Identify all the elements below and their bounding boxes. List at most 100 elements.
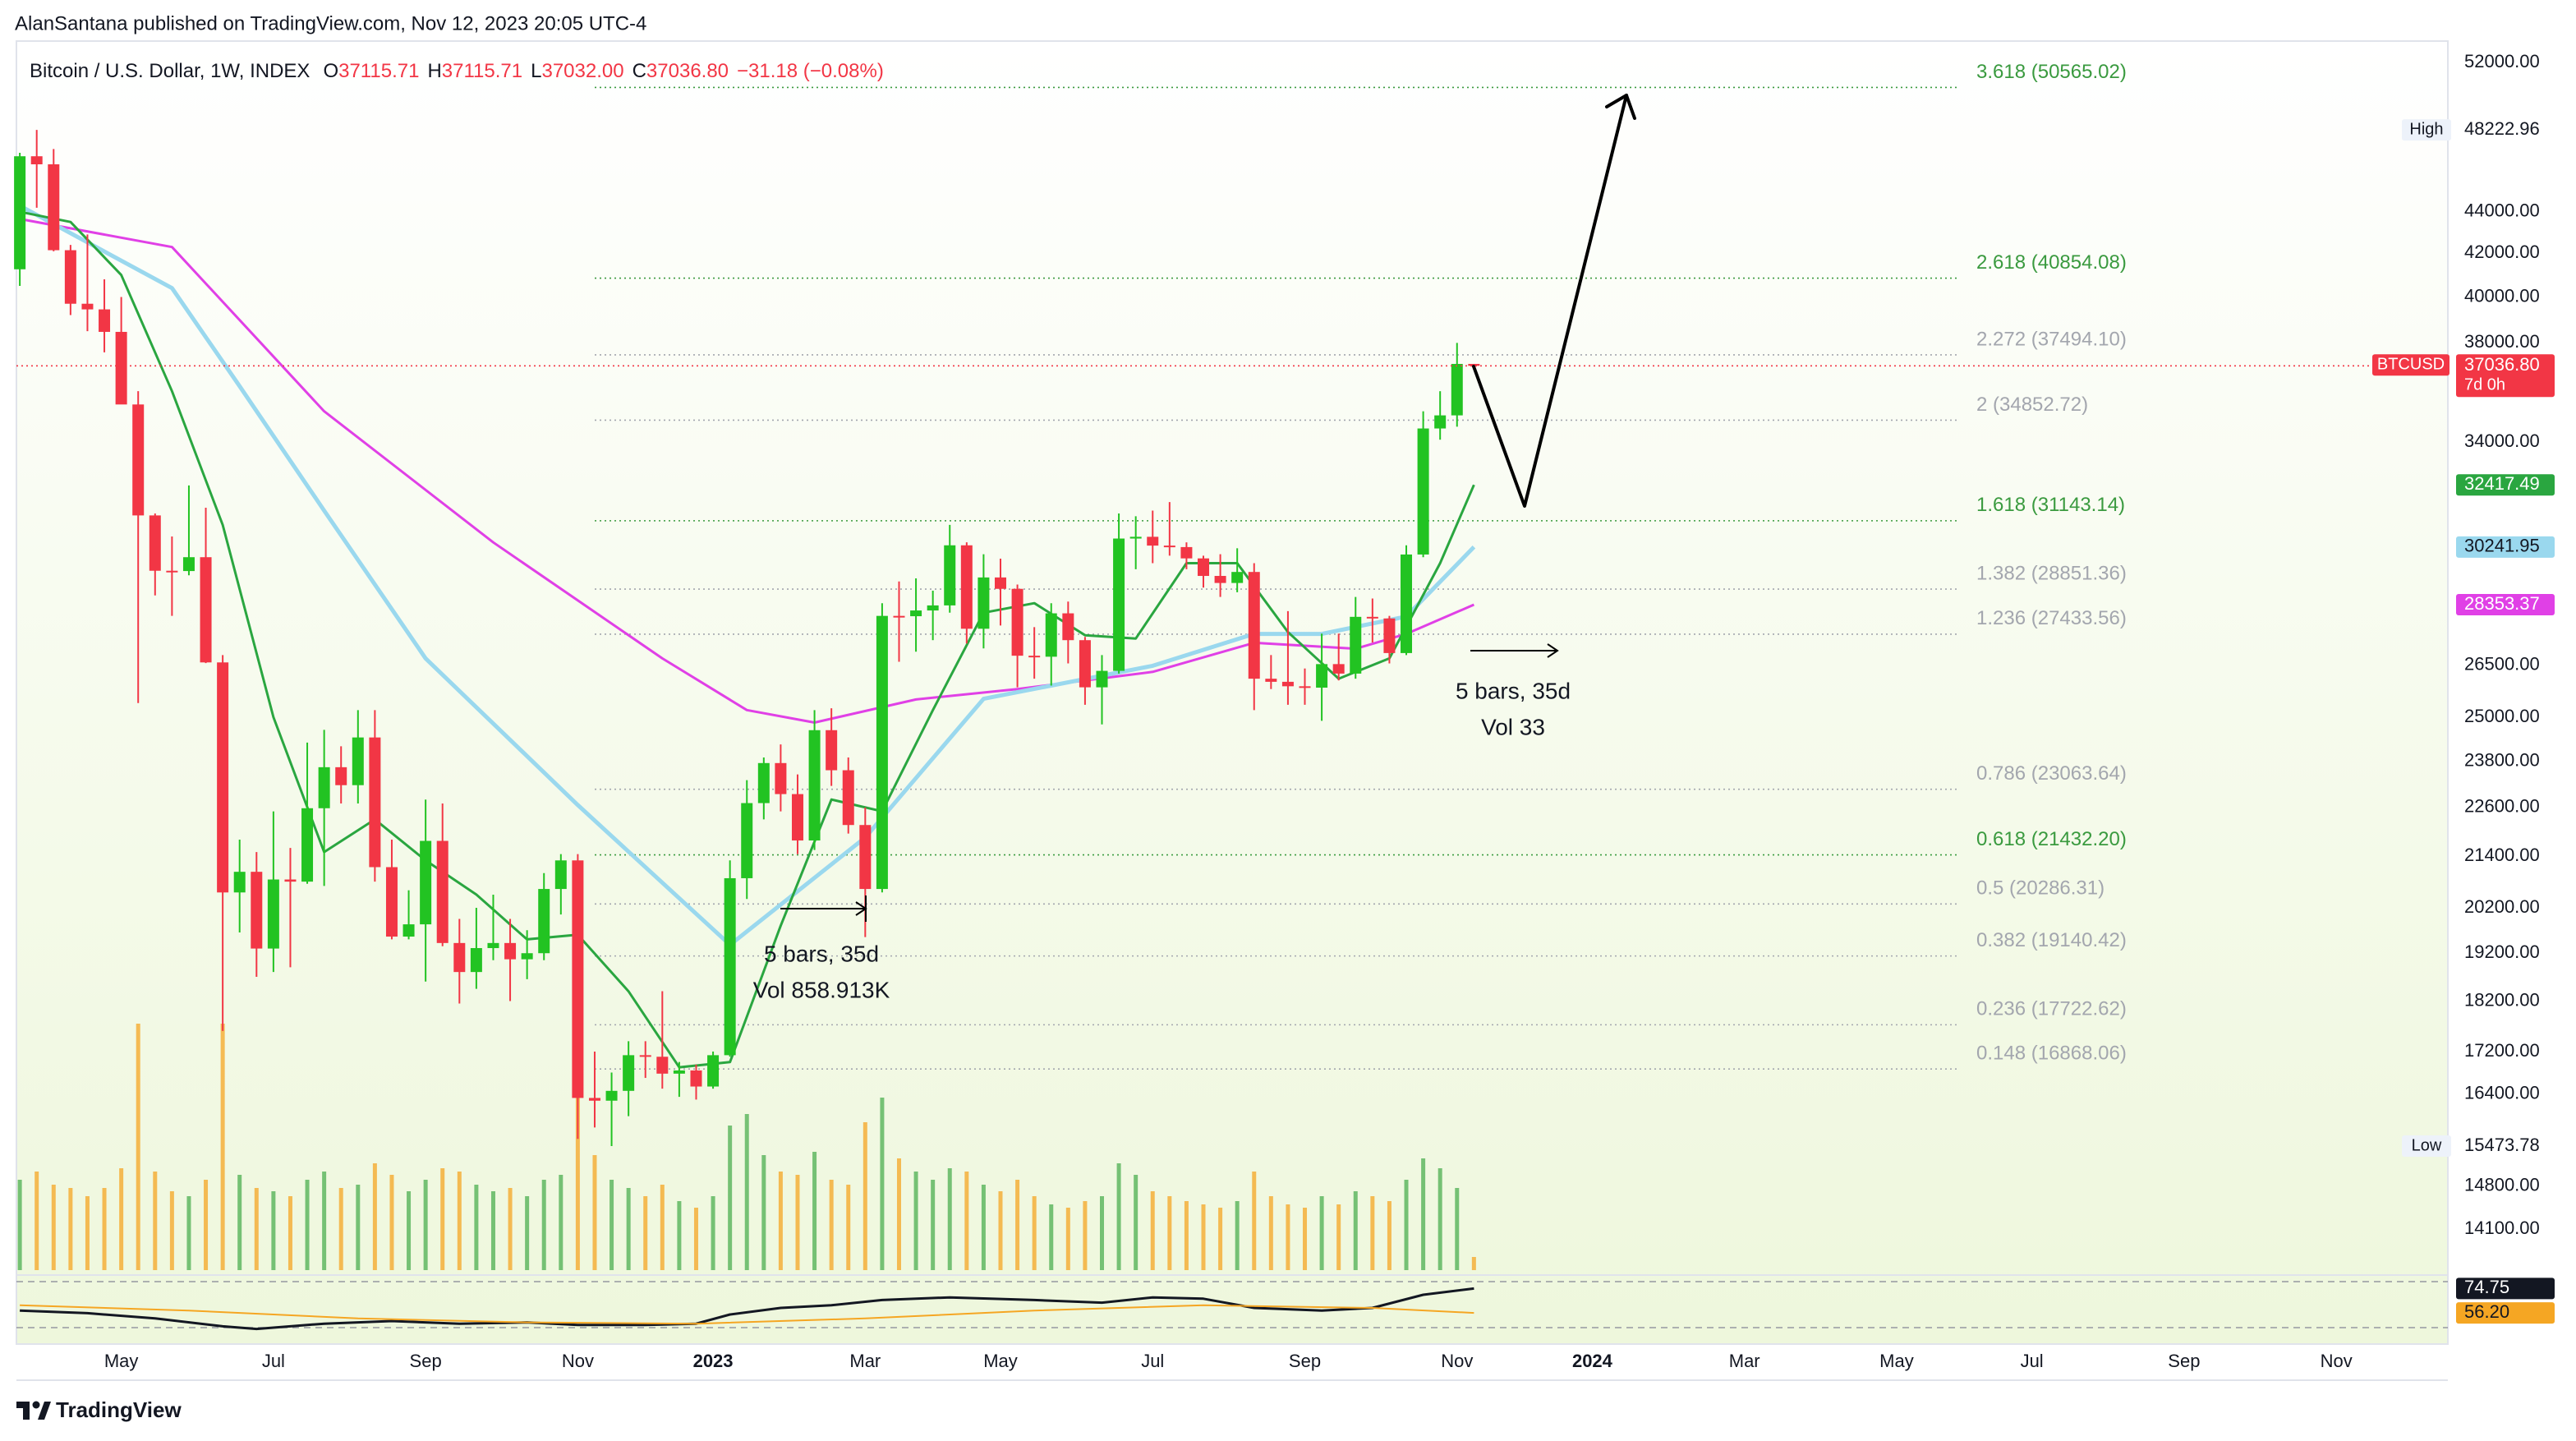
candle-body <box>453 942 466 973</box>
candle-body <box>1180 546 1193 559</box>
volume-bar <box>677 1201 682 1270</box>
volume-bar <box>1201 1204 1206 1270</box>
volume-bar <box>812 1152 817 1270</box>
price-badge-label: 15473.78 <box>2464 1135 2540 1155</box>
measure-arrow-head <box>1547 643 1559 658</box>
x-tick-label: Jul <box>1141 1351 1164 1371</box>
x-tick-label: Jul <box>2021 1351 2044 1371</box>
x-tick-label: 2024 <box>1572 1351 1613 1371</box>
fib-label: 1.236 (27433.56) <box>1976 607 2127 629</box>
fib-label: 0.148 (16868.06) <box>1976 1042 2127 1064</box>
candle-body <box>1214 576 1226 583</box>
volume-bar <box>660 1185 665 1270</box>
y-tick-label: 38000.00 <box>2464 331 2540 352</box>
volume-bar <box>153 1172 158 1270</box>
axis-tag <box>2402 1135 2451 1158</box>
fib-label: 3.618 (50565.02) <box>1976 61 2127 83</box>
volume-bar <box>136 1024 140 1270</box>
volume-bar <box>338 1188 343 1270</box>
volume-bar <box>711 1196 715 1270</box>
y-tick-label: 20200.00 <box>2464 896 2540 917</box>
candle-body <box>402 924 415 937</box>
fib-label: 0.382 (19140.42) <box>1976 929 2127 951</box>
fib-label: 2.618 (40854.08) <box>1976 251 2127 274</box>
candle-body <box>724 877 736 1056</box>
brand-name: TradingView <box>56 1397 182 1422</box>
candle-body <box>48 164 60 251</box>
candle-body <box>1299 686 1311 688</box>
moving-average <box>19 210 1475 1069</box>
fib-label: 0.618 (21432.20) <box>1976 828 2127 850</box>
volume-bar <box>1387 1201 1392 1270</box>
countdown-label: 7d 0h <box>2464 376 2505 394</box>
candle-body <box>791 794 803 841</box>
candle-body <box>132 404 145 516</box>
candle-body <box>318 767 330 808</box>
candle-body <box>605 1090 618 1101</box>
price-badge-label: 30241.95 <box>2464 536 2540 556</box>
price-badge <box>2456 354 2555 398</box>
x-tick-label: Sep <box>2168 1351 2200 1371</box>
volume-bar <box>1134 1175 1138 1270</box>
candle-body <box>1062 613 1074 641</box>
candle-body <box>1079 640 1091 688</box>
volume-bar <box>880 1098 885 1270</box>
volume-bar <box>457 1172 462 1270</box>
candle-body <box>1198 558 1210 577</box>
y-tick-label: 18200.00 <box>2464 989 2540 1010</box>
arrow-head <box>1605 94 1636 120</box>
logo-part <box>23 1402 30 1420</box>
volume-bar <box>102 1188 107 1270</box>
candle-body <box>757 762 770 803</box>
candle-body <box>1163 546 1175 548</box>
candle-body <box>994 577 1006 589</box>
candle-body <box>470 948 482 973</box>
volume-bar <box>1286 1204 1290 1270</box>
legend-value: 37115.71 <box>338 60 419 82</box>
y-tick-label: 22600.00 <box>2464 796 2540 817</box>
fib-label: 2 (34852.72) <box>1976 394 2088 416</box>
candle-body <box>623 1055 635 1091</box>
y-tick-label: 16400.00 <box>2464 1083 2540 1103</box>
volume-bar <box>1336 1204 1341 1270</box>
volume-bar <box>271 1191 276 1270</box>
candle-body <box>1316 664 1328 688</box>
volume-bar <box>1116 1163 1121 1270</box>
volume-bar <box>1252 1172 1257 1270</box>
moving-average <box>18 204 1476 947</box>
volume-bar <box>169 1191 174 1270</box>
volume-bar <box>559 1175 564 1270</box>
volume-bar <box>1083 1201 1088 1270</box>
x-tick-label: May <box>983 1351 1018 1371</box>
volume-bar <box>51 1185 56 1270</box>
candle-body <box>842 770 854 826</box>
candle-body <box>656 1057 669 1074</box>
candle-body <box>960 545 973 629</box>
y-tick-label: 44000.00 <box>2464 200 2540 221</box>
volume-bar <box>1065 1208 1070 1270</box>
candle-body <box>538 889 550 954</box>
candle-body <box>1147 536 1159 546</box>
volume-bar <box>1032 1196 1037 1270</box>
publisher-line: AlanSantana published on TradingView.com… <box>15 12 646 35</box>
fib-label: 0.786 (23063.64) <box>1976 762 2127 785</box>
volume-bar <box>407 1191 412 1270</box>
candle-body <box>1434 415 1447 429</box>
candle-body <box>1366 616 1378 619</box>
candle-body <box>808 730 821 841</box>
candle-body <box>166 570 178 573</box>
candle-body <box>64 250 76 304</box>
x-tick-label: Jul <box>262 1351 285 1371</box>
candle-body <box>182 557 195 572</box>
ohlc-legend: Bitcoin / U.S. Dollar, 1W, INDEX O37115.7… <box>30 60 884 82</box>
legend-key: H <box>427 60 441 82</box>
price-badge <box>2456 1278 2555 1300</box>
volume-bar <box>68 1188 73 1270</box>
annotation: Vol 858.913K <box>753 977 890 1002</box>
volume-bar <box>744 1114 749 1270</box>
volume-bar <box>931 1180 936 1270</box>
y-tick-label: 14800.00 <box>2464 1174 2540 1195</box>
volume-bar <box>829 1180 834 1270</box>
candle-body <box>369 737 381 868</box>
